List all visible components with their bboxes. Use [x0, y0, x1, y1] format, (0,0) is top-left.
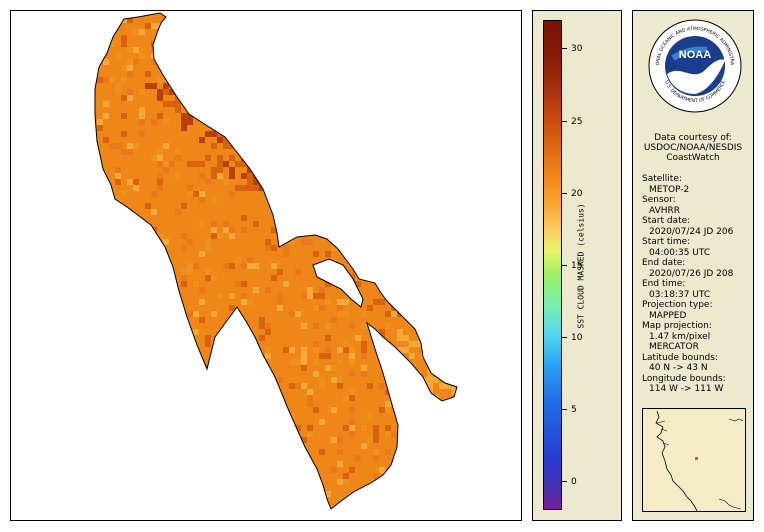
- colorbar-title-text: SST CLOUD MASKED (celsius): [576, 203, 586, 329]
- lat-bounds-value: 40 N -> 43 N: [649, 363, 708, 373]
- sensor-value: AVHRR: [649, 205, 681, 216]
- tick-label-20: 20: [571, 189, 583, 199]
- locator-inset-map: [642, 408, 746, 512]
- color-scale-panel: 30 25 20 15 10 5 0 SST CLOUD MASKED (cel…: [532, 10, 622, 521]
- map-projection-value: MERCATOR: [649, 342, 699, 352]
- tick-5: [562, 409, 567, 410]
- tick-label-5: 5: [571, 405, 577, 415]
- satellite-value: METOP-2: [649, 184, 690, 195]
- data-courtesy: Data courtesy of: USDOC/NOAA/NESDIS Coas…: [633, 133, 753, 163]
- metadata-block: Satellite: METOP-2 Sensor: AVHRR Start d…: [642, 174, 754, 395]
- satellite-label: Satellite:: [642, 174, 682, 184]
- location-marker: [695, 457, 698, 460]
- map-projection-label: Map projection:: [642, 321, 712, 331]
- info-panel: NOAA NATIONAL OCEANIC AND ATMOSPHERIC AD…: [632, 10, 754, 521]
- tick-15: [562, 265, 567, 266]
- tick-label-30: 30: [571, 44, 583, 54]
- tick-0: [562, 481, 567, 482]
- start-time-value: 04:00:35 UTC: [649, 247, 711, 258]
- tick-20: [562, 193, 567, 194]
- lake-map: [94, 12, 458, 510]
- lake-shoreline: [94, 12, 458, 510]
- lat-bounds-label: Latitude bounds:: [642, 352, 718, 363]
- tick-label-15: 15: [571, 261, 583, 271]
- sst-pixel-field: [95, 13, 457, 509]
- island-shape: [312, 258, 364, 308]
- tick-25: [562, 121, 567, 122]
- tick-10: [562, 337, 567, 338]
- end-time-label: End time:: [642, 279, 686, 289]
- projection-type-value: MAPPED: [649, 310, 687, 321]
- map-panel: [10, 10, 522, 521]
- start-time-label: Start time:: [642, 237, 691, 247]
- sensor-label: Sensor:: [642, 195, 676, 205]
- tick-30: [562, 48, 567, 49]
- projection-type-label: Projection type:: [642, 300, 713, 310]
- noaa-logo: NOAA NATIONAL OCEANIC AND ATMOSPHERIC AD…: [647, 18, 742, 113]
- sst-colorbar: [543, 20, 562, 510]
- tick-label-10: 10: [571, 333, 583, 343]
- courtesy-line-1: Data courtesy of:: [654, 133, 732, 143]
- lon-bounds-label: Longitude bounds:: [642, 373, 726, 384]
- courtesy-line-2: USDOC/NOAA/NESDIS: [643, 143, 743, 153]
- end-date-value: 2020/07/26 JD 208: [649, 268, 734, 279]
- logo-noaa-text: NOAA: [679, 49, 711, 61]
- end-date-label: End date:: [642, 258, 686, 268]
- tick-label-0: 0: [571, 477, 577, 487]
- locator-coastline: [655, 410, 744, 511]
- start-date-label: Start date:: [642, 216, 691, 226]
- resolution-value: 1.47 km/pixel: [649, 331, 711, 342]
- end-time-value: 03:18:37 UTC: [649, 289, 711, 300]
- tick-label-25: 25: [571, 117, 583, 127]
- courtesy-line-3: CoastWatch: [666, 153, 720, 163]
- lon-bounds-value: 114 W -> 111 W: [649, 384, 724, 394]
- start-date-value: 2020/07/24 JD 206: [649, 226, 734, 237]
